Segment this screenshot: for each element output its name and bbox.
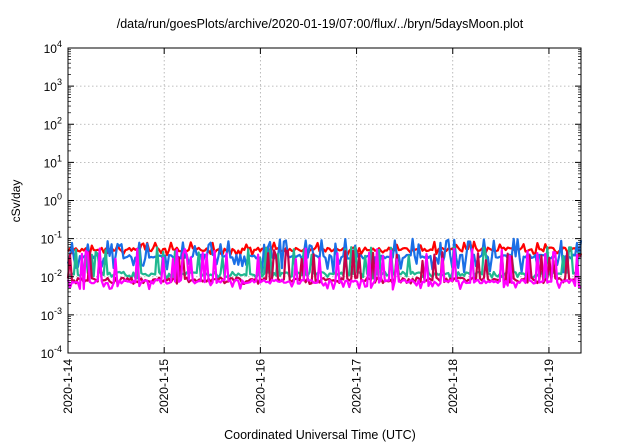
y-tick-label: 100 [44,192,62,209]
x-tick-label: 2020-1-15 [157,359,171,414]
y-ticks: 10-4 10-3 10-2 10-1 100 101 102 103 104 [41,39,581,361]
y-tick-label: 102 [44,115,62,132]
series-layer [66,237,583,291]
series-line [66,237,583,274]
x-tick-label: 2020-1-16 [253,359,267,414]
y-tick-label: 104 [44,39,62,56]
y-tick-label: 103 [44,77,62,94]
series-line [66,249,582,285]
grid-lines [67,48,581,353]
series-line [67,246,582,280]
chart-title: /data/run/goesPlots/archive/2020-01-19/0… [116,17,524,31]
y-tick-label: 10-2 [41,268,62,285]
x-axis-label: Coordinated Universal Time (UTC) [224,428,416,442]
x-tick-label: 2020-1-17 [350,359,364,414]
y-tick-label: 101 [44,153,62,170]
x-tick-label: 2020-1-18 [446,359,460,414]
y-tick-label: 10-1 [41,230,62,247]
x-ticks: 2020-1-14 2020-1-15 2020-1-16 2020-1-17 2020… [61,48,556,414]
x-tick-label: 2020-1-14 [61,359,75,414]
series-line [66,247,582,291]
x-tick-label: 2020-1-19 [542,359,556,414]
y-tick-label: 10-4 [41,344,62,361]
y-tick-label: 10-3 [41,306,62,323]
